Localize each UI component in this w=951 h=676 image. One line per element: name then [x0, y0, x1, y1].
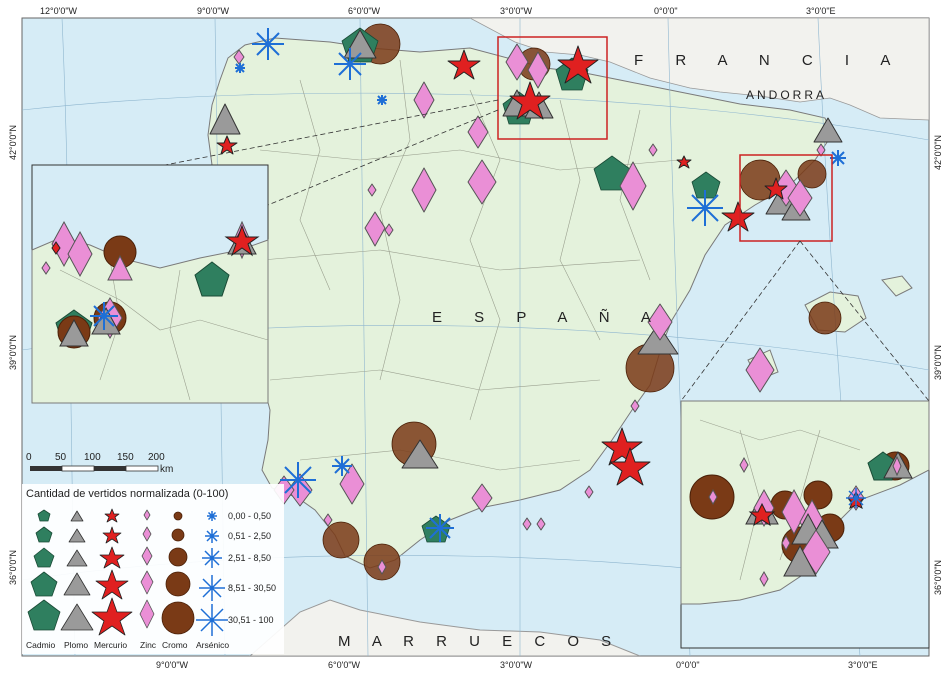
- bottom-axis-label: 6°0'0"W: [328, 660, 361, 670]
- top-axis-label: 9°0'0"W: [197, 6, 230, 16]
- right-axis-label: 42°0'0"N: [933, 134, 943, 170]
- bottom-axis-label: 3°0'0"E: [848, 660, 878, 670]
- legend-column-label: Cromo: [162, 640, 188, 650]
- legend-range: 2,51 - 8,50: [228, 553, 272, 563]
- top-axis-label: 6°0'0"W: [348, 6, 381, 16]
- bottom-axis-label: 9°0'0"W: [156, 660, 189, 670]
- inset-catalonia: [680, 400, 930, 649]
- top-axis-label: 3°0'0"W: [500, 6, 533, 16]
- left-axis-label: 42°0'0"N: [8, 124, 18, 160]
- scale-bar: 0 50 100 150 200 km: [26, 452, 178, 476]
- legend-column-label: Zinc: [140, 640, 157, 650]
- right-axis-label: 36°0'0"N: [933, 559, 943, 595]
- inset-north: [31, 164, 269, 404]
- legend-column-label: Arsénico: [196, 640, 230, 650]
- legend-range: 0,00 - 0,50: [228, 511, 272, 521]
- inset-connectors: [164, 99, 930, 402]
- zoom-box-north: [497, 36, 608, 140]
- bottom-axis-label: 0°0'0": [676, 660, 700, 670]
- morocco-land: [249, 599, 641, 656]
- mercurio-symbols: [216, 45, 788, 486]
- legend-symbols: [22, 484, 284, 654]
- top-axis-label: 0°0'0": [654, 6, 678, 16]
- label-marruecos: M A R R U E C O S: [338, 633, 621, 650]
- arsenico-symbols: [235, 28, 846, 542]
- scale-tick: 150: [117, 452, 134, 463]
- map-symbols: [209, 23, 846, 581]
- legend-title: Cantidad de vertidos normalizada (0-100): [26, 488, 229, 500]
- top-axis-label: 12°0'0"W: [40, 6, 78, 16]
- scale-bar-graphic: [30, 465, 159, 472]
- label-francia: F R A N C I A: [634, 52, 905, 69]
- legend-column-label: Mercurio: [94, 640, 128, 650]
- label-andorra: ANDORRA: [746, 88, 828, 102]
- top-axis-label: 3°0'0"E: [806, 6, 836, 16]
- legend-range: 30,51 - 100: [228, 615, 274, 625]
- legend-range: 8,51 - 30,50: [228, 583, 277, 593]
- zoom-box-catalonia: [739, 154, 833, 242]
- right-axis-label: 39°0'0"N: [933, 344, 943, 380]
- legend: Cantidad de vertidos normalizada (0-100)…: [22, 484, 284, 654]
- scale-unit: km: [160, 464, 174, 475]
- legend-column-label: Cadmio: [26, 640, 56, 650]
- label-espana: E S P A Ñ A: [432, 309, 665, 326]
- left-axis-label: 39°0'0"N: [8, 334, 18, 370]
- bottom-axis-label: 3°0'0"W: [500, 660, 533, 670]
- legend-range: 0,51 - 2,50: [228, 531, 272, 541]
- province-boundaries: [259, 59, 681, 471]
- scale-tick: 100: [84, 452, 101, 463]
- scale-tick: 0: [26, 452, 32, 463]
- left-axis-label: 36°0'0"N: [8, 549, 18, 585]
- france-land: [469, 18, 929, 121]
- scale-tick: 50: [55, 452, 67, 463]
- scale-tick: 200: [148, 452, 165, 463]
- legend-column-label: Plomo: [64, 640, 89, 650]
- menorca: [881, 275, 913, 297]
